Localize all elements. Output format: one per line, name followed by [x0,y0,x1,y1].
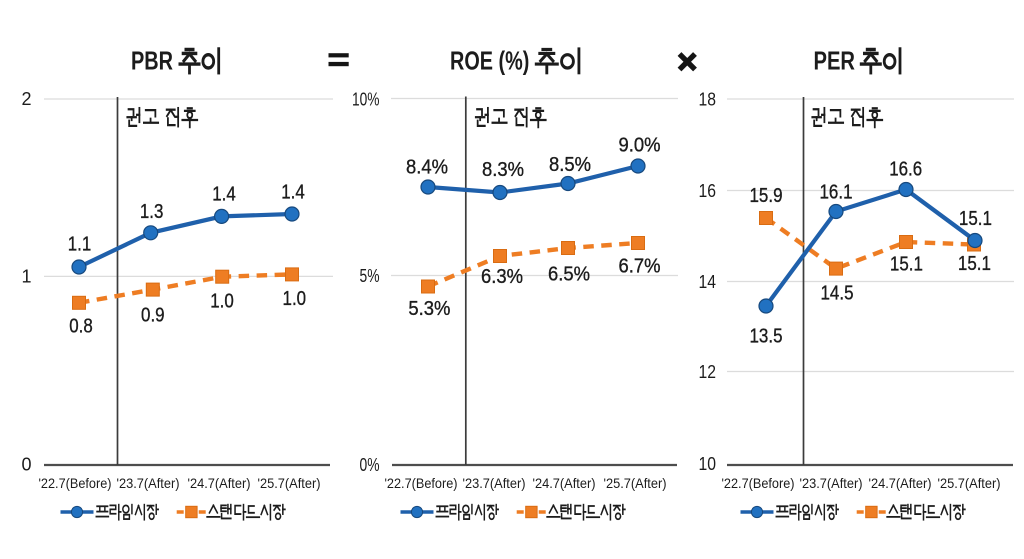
svg-text:9.0%: 9.0% [619,135,661,157]
svg-text:'25.7(After): '25.7(After) [604,476,667,491]
svg-text:16: 16 [699,181,717,201]
svg-text:6.3%: 6.3% [481,266,523,288]
svg-text:15.1: 15.1 [958,253,991,275]
svg-text:8.3%: 8.3% [482,159,524,181]
svg-text:0.8: 0.8 [69,316,93,338]
svg-text:'23.7(After): '23.7(After) [800,476,863,491]
svg-text:18: 18 [699,89,717,109]
svg-text:12: 12 [699,362,717,382]
svg-text:10: 10 [699,454,717,474]
svg-text:1.4: 1.4 [212,184,236,206]
svg-text:0.9: 0.9 [141,305,165,327]
svg-text:6.7%: 6.7% [619,256,661,278]
svg-text:PER: PER [814,46,856,76]
svg-text:0%: 0% [360,455,380,475]
svg-text:10%: 10% [352,89,380,109]
svg-text:2: 2 [21,89,31,109]
svg-text:6.5%: 6.5% [548,264,590,286]
svg-text:'24.7(After): '24.7(After) [533,476,596,491]
svg-text:1.0: 1.0 [210,291,234,313]
svg-text:5%: 5% [360,266,380,286]
svg-text:1.4: 1.4 [281,182,305,204]
svg-text:15.9: 15.9 [750,185,783,207]
svg-text:'24.7(After): '24.7(After) [869,476,932,491]
svg-text:8.4%: 8.4% [406,157,448,179]
svg-text:0: 0 [21,455,31,475]
svg-text:14: 14 [699,272,717,292]
svg-text:'25.7(After): '25.7(After) [258,476,321,491]
svg-text:5.3%: 5.3% [408,298,450,320]
svg-text:15.1: 15.1 [959,208,992,230]
svg-text:'25.7(After): '25.7(After) [938,476,1001,491]
svg-text:'22.7(Before): '22.7(Before) [385,476,458,491]
svg-text:'24.7(After): '24.7(After) [188,476,251,491]
svg-text:PBR: PBR [131,46,173,76]
svg-text:13.5: 13.5 [750,326,783,348]
svg-text:1: 1 [21,267,31,287]
svg-text:'22.7(Before): '22.7(Before) [722,476,795,491]
svg-text:14.5: 14.5 [821,282,854,304]
svg-text:16.1: 16.1 [820,182,853,204]
svg-text:ROE (%): ROE (%) [450,46,529,76]
svg-text:8.5%: 8.5% [549,154,591,176]
svg-text:'22.7(Before): '22.7(Before) [39,476,112,491]
svg-text:1.1: 1.1 [68,234,92,256]
svg-text:'23.7(After): '23.7(After) [117,476,180,491]
svg-text:15.1: 15.1 [890,254,923,276]
svg-text:'23.7(After): '23.7(After) [463,476,526,491]
svg-text:1.0: 1.0 [283,288,307,310]
svg-text:1.3: 1.3 [140,201,164,223]
svg-text:16.6: 16.6 [889,159,922,181]
